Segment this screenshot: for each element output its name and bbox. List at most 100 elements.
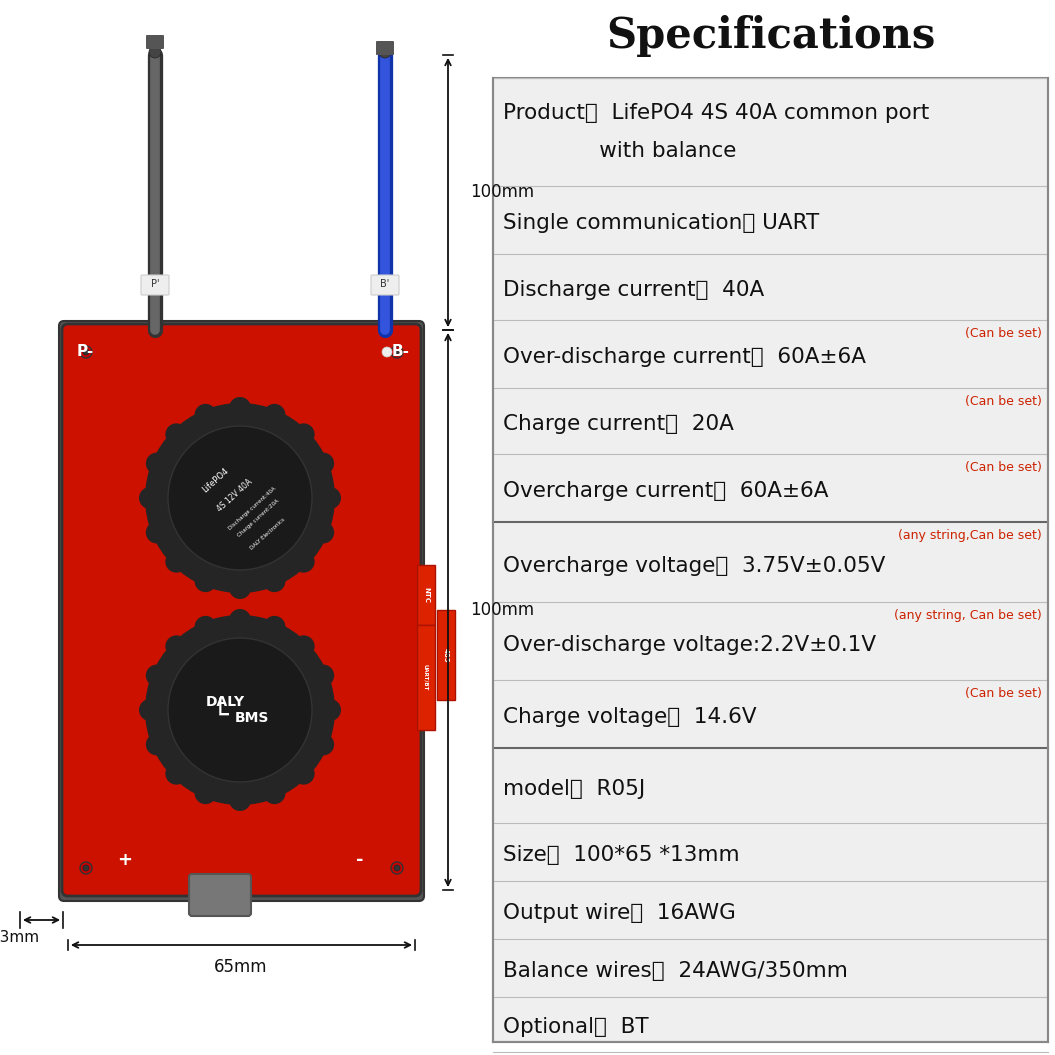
Circle shape [292, 551, 314, 573]
Circle shape [264, 616, 286, 638]
Text: model：  R05J: model： R05J [503, 780, 646, 800]
Text: DALY: DALY [206, 695, 245, 709]
Circle shape [391, 346, 403, 358]
Text: Specifications: Specifications [606, 15, 935, 57]
FancyBboxPatch shape [376, 41, 394, 55]
Circle shape [146, 665, 168, 687]
Text: └: └ [212, 702, 228, 730]
Text: (Can be set): (Can be set) [965, 461, 1042, 475]
Text: 4S 12V 40A: 4S 12V 40A [215, 477, 254, 513]
Circle shape [194, 404, 216, 426]
Circle shape [146, 733, 168, 755]
Text: Overcharge current：  60A±6A: Overcharge current： 60A±6A [503, 481, 828, 501]
Circle shape [394, 865, 400, 871]
Text: B': B' [381, 279, 389, 289]
FancyBboxPatch shape [59, 321, 424, 901]
Text: 485: 485 [443, 648, 449, 663]
Text: (Can be set): (Can be set) [965, 327, 1042, 341]
FancyBboxPatch shape [417, 565, 435, 625]
Circle shape [146, 453, 168, 475]
Circle shape [292, 423, 314, 445]
Text: UART/BT: UART/BT [423, 664, 428, 690]
Text: Over-discharge voltage:2.2V±0.1V: Over-discharge voltage:2.2V±0.1V [503, 635, 876, 655]
Circle shape [382, 347, 392, 357]
Text: Overcharge voltage：  3.75V±0.05V: Overcharge voltage： 3.75V±0.05V [503, 556, 885, 576]
Text: Discharge current：  40A: Discharge current： 40A [503, 281, 764, 301]
Text: +: + [117, 851, 133, 869]
Circle shape [194, 570, 216, 592]
Circle shape [194, 616, 216, 638]
Circle shape [229, 397, 251, 419]
Text: Size：  100*65 *13mm: Size： 100*65 *13mm [503, 845, 740, 865]
Circle shape [80, 346, 92, 358]
Text: -: - [357, 851, 364, 869]
Circle shape [312, 521, 334, 543]
Circle shape [145, 615, 335, 805]
FancyBboxPatch shape [417, 625, 435, 730]
Text: Product：  LifePO4 4S 40A common port: Product： LifePO4 4S 40A common port [503, 102, 929, 122]
Circle shape [168, 638, 312, 782]
FancyBboxPatch shape [141, 275, 169, 295]
Text: with balance: with balance [503, 141, 736, 161]
Circle shape [166, 763, 188, 785]
Text: DALY Electronics: DALY Electronics [250, 517, 286, 551]
Circle shape [146, 521, 168, 543]
Text: 100mm: 100mm [469, 183, 534, 202]
Text: Discharge current:40A: Discharge current:40A [228, 485, 276, 531]
Text: (Can be set): (Can be set) [965, 688, 1042, 701]
Circle shape [229, 609, 251, 631]
Circle shape [139, 699, 161, 721]
Circle shape [319, 699, 341, 721]
Text: Over-discharge current：  60A±6A: Over-discharge current： 60A±6A [503, 347, 866, 367]
Circle shape [229, 577, 251, 599]
Text: Single communication： UART: Single communication： UART [503, 213, 820, 233]
Circle shape [83, 349, 89, 354]
Text: Charge voltage：  14.6V: Charge voltage： 14.6V [503, 708, 756, 727]
Text: (any string, Can be set): (any string, Can be set) [895, 610, 1042, 622]
Circle shape [80, 862, 92, 874]
Text: P-: P- [76, 345, 94, 360]
Circle shape [319, 487, 341, 509]
Circle shape [312, 665, 334, 687]
Text: 100mm: 100mm [469, 601, 534, 619]
FancyBboxPatch shape [189, 874, 251, 916]
FancyBboxPatch shape [371, 275, 399, 295]
Text: Charge current:20A: Charge current:20A [236, 498, 280, 538]
Circle shape [394, 349, 400, 354]
Circle shape [194, 782, 216, 804]
Circle shape [292, 763, 314, 785]
Text: NTC: NTC [423, 587, 429, 603]
FancyBboxPatch shape [437, 610, 455, 701]
FancyBboxPatch shape [62, 324, 421, 896]
Text: LifePO4: LifePO4 [200, 466, 230, 494]
Circle shape [312, 733, 334, 755]
Circle shape [379, 46, 391, 58]
Text: Charge current：  20A: Charge current： 20A [503, 415, 734, 435]
Circle shape [166, 551, 188, 573]
Text: 13mm: 13mm [0, 931, 40, 945]
Circle shape [229, 789, 251, 811]
Text: Optional：  BT: Optional： BT [503, 1017, 649, 1037]
Circle shape [139, 487, 161, 509]
Circle shape [145, 403, 335, 593]
FancyBboxPatch shape [493, 78, 1048, 1042]
Text: (Can be set): (Can be set) [965, 396, 1042, 408]
Text: (any string,Can be set): (any string,Can be set) [898, 530, 1042, 542]
Circle shape [168, 426, 312, 570]
Circle shape [292, 635, 314, 657]
Circle shape [264, 782, 286, 804]
Circle shape [166, 423, 188, 445]
Circle shape [83, 865, 89, 871]
Circle shape [391, 862, 403, 874]
Text: BMS: BMS [235, 711, 269, 725]
Text: P': P' [151, 279, 159, 289]
Circle shape [312, 453, 334, 475]
FancyBboxPatch shape [146, 35, 164, 49]
Text: 65mm: 65mm [214, 958, 268, 976]
Circle shape [149, 46, 161, 58]
Text: B-: B- [392, 345, 410, 360]
Circle shape [264, 404, 286, 426]
Circle shape [264, 570, 286, 592]
Circle shape [166, 635, 188, 657]
Text: Output wire：  16AWG: Output wire： 16AWG [503, 903, 735, 923]
